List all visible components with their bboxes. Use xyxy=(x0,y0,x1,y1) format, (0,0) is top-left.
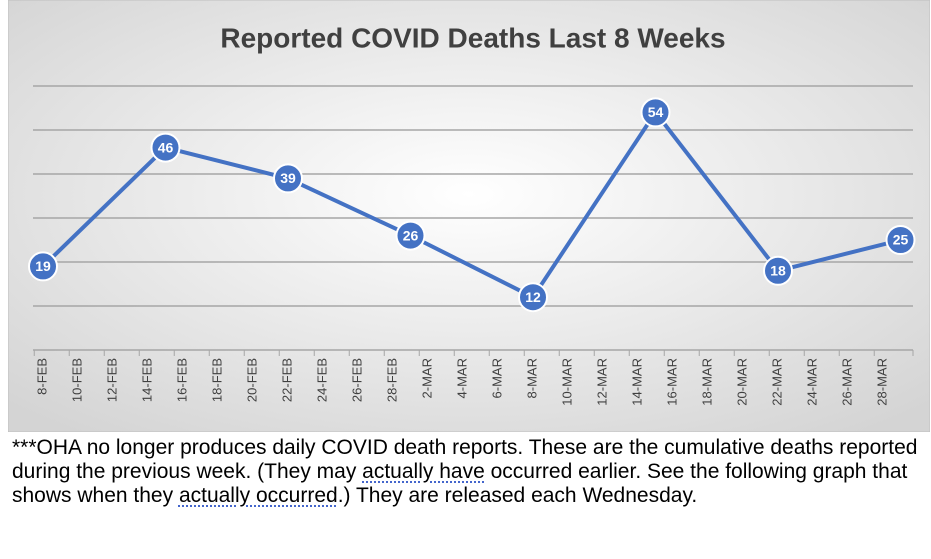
data-label: 19 xyxy=(35,258,51,274)
marker xyxy=(885,225,916,255)
x-tick-label: 8-FEB xyxy=(34,358,49,395)
note: ***OHA no longer produces daily COVID de… xyxy=(12,436,927,508)
line-segment xyxy=(409,233,534,299)
line-segment xyxy=(165,145,289,181)
marker xyxy=(640,97,671,128)
x-tick-label: 20-FEB xyxy=(244,358,259,402)
x-tick-label: 16-FEB xyxy=(174,358,189,402)
line-segment xyxy=(777,238,901,273)
x-tick-label: 2-MAR xyxy=(419,358,434,398)
data-label: 25 xyxy=(893,232,909,248)
x-tick-label: 12-FEB xyxy=(104,358,119,402)
x-tick-label: 6-MAR xyxy=(489,358,504,398)
marker xyxy=(518,282,548,313)
x-tick-label: 10-MAR xyxy=(559,358,574,406)
line-segment xyxy=(287,176,412,238)
note-text: ***OHA no longer produces daily COVID de… xyxy=(12,436,918,483)
note-text: occurred earlier. See the following grap… xyxy=(12,460,908,507)
marker xyxy=(763,255,793,286)
x-tick-label: 22-FEB xyxy=(279,358,294,402)
line-segment xyxy=(41,146,167,268)
x-tick-label: 26-FEB xyxy=(349,358,364,402)
note-text: .) They are released each Wednesday. xyxy=(337,484,698,507)
x-tick-label: 18-MAR xyxy=(699,358,714,406)
marker xyxy=(28,251,58,282)
data-label: 26 xyxy=(403,227,419,243)
x-tick-label: 12-MAR xyxy=(594,358,609,406)
x-tick-label: 14-FEB xyxy=(139,358,154,402)
x-tick-label: 24-FEB xyxy=(314,358,329,402)
x-tick-label: 8-MAR xyxy=(524,358,539,398)
x-tick-label: 18-FEB xyxy=(209,358,224,402)
chart: Reported COVID Deaths Last 8 Weeks 8-FEB… xyxy=(8,0,930,432)
x-tick-label: 22-MAR xyxy=(769,358,784,406)
x-tick-label: 28-FEB xyxy=(384,358,399,402)
x-tick-label: 28-MAR xyxy=(874,358,889,406)
marker xyxy=(395,220,426,251)
x-tick-label: 24-MAR xyxy=(804,358,819,406)
x-tick-label: 4-MAR xyxy=(454,358,469,398)
line-segment xyxy=(653,111,780,273)
marker xyxy=(150,132,181,163)
chart-background xyxy=(8,0,930,432)
x-tick-label: 26-MAR xyxy=(839,358,854,406)
data-label: 46 xyxy=(158,139,174,155)
marker xyxy=(273,163,303,194)
x-tick-label: 20-MAR xyxy=(734,358,749,406)
data-label: 12 xyxy=(525,289,541,305)
data-label: 54 xyxy=(648,104,664,120)
x-tick-label: 14-MAR xyxy=(629,358,644,406)
chart-title: Reported COVID Deaths Last 8 Weeks xyxy=(220,22,725,53)
note-text: actually have xyxy=(362,460,485,483)
data-label: 39 xyxy=(280,170,296,186)
note-text: actually occurred xyxy=(178,484,338,507)
x-tick-label: 16-MAR xyxy=(664,358,679,406)
x-tick-label: 10-FEB xyxy=(69,358,84,402)
data-label: 18 xyxy=(770,263,786,279)
line-segment xyxy=(531,111,658,299)
